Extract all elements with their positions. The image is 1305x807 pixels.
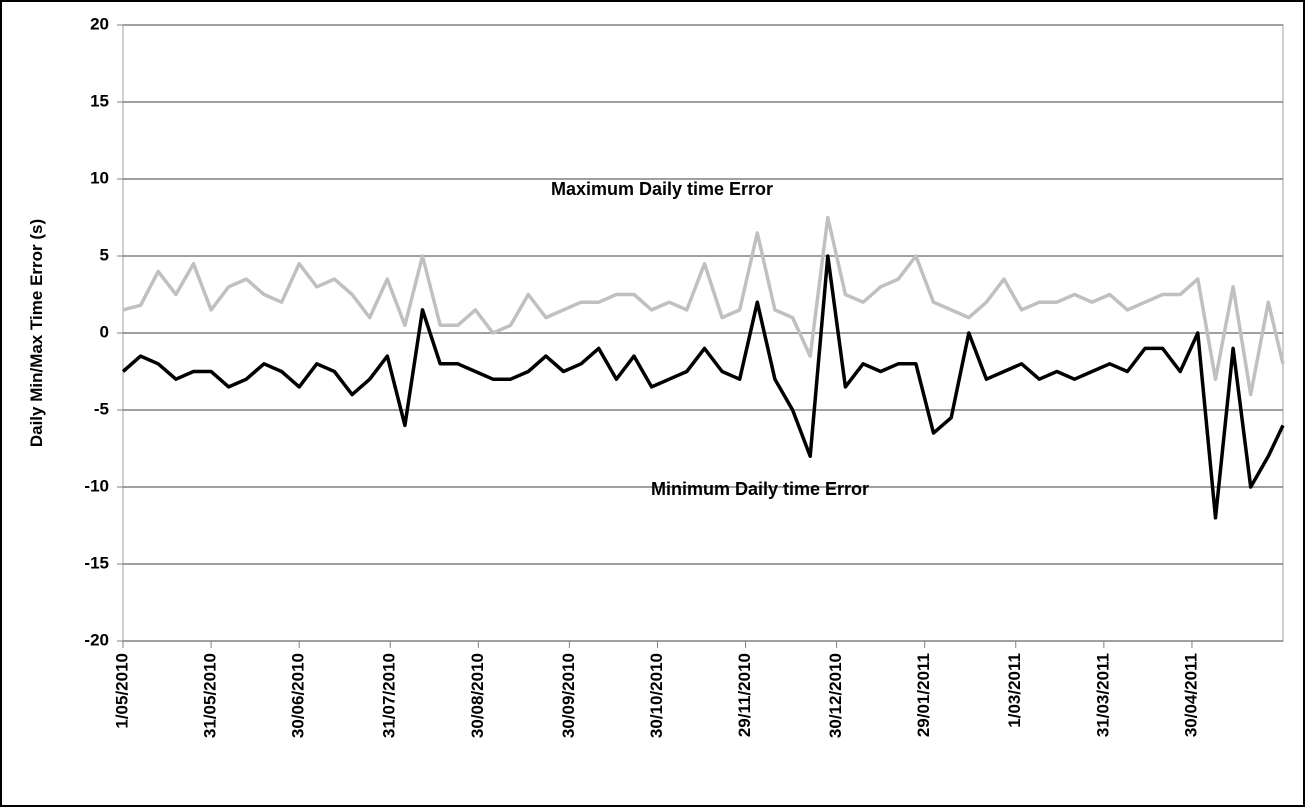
x-tick-label: 30/06/2010	[289, 653, 308, 738]
x-tick-label: 30/08/2010	[468, 653, 487, 738]
x-tick-label: 29/11/2010	[735, 653, 754, 737]
series-line	[121, 254, 1285, 520]
series-line	[122, 215, 1285, 397]
y-tick-label: 0	[100, 322, 109, 341]
y-tick-label: -20	[84, 630, 109, 649]
y-tick-label: 10	[90, 168, 109, 187]
y-tick-label: 20	[90, 14, 109, 33]
x-tick-label: 30/09/2010	[559, 653, 578, 738]
x-tick-label: 30/04/2011	[1181, 653, 1200, 737]
x-tick-label: 31/03/2011	[1093, 653, 1112, 737]
x-tick-label: 31/07/2010	[380, 653, 399, 738]
x-tick-label: 1/03/2011	[1005, 653, 1024, 728]
x-tick-label: 31/05/2010	[201, 653, 220, 738]
x-tick-label: 1/05/2010	[112, 653, 131, 729]
y-tick-label: -10	[84, 476, 109, 495]
y-tick-label: -5	[94, 399, 109, 418]
annotation: Minimum Daily time Error	[651, 479, 869, 499]
y-axis-label: Daily Min/Max Time Error (s)	[27, 219, 46, 447]
x-tick-label: 30/12/2010	[826, 653, 845, 738]
y-tick-label: -15	[84, 553, 109, 572]
x-tick-label: 29/01/2011	[914, 653, 933, 737]
y-tick-label: 15	[90, 91, 109, 110]
x-tick-label: 30/10/2010	[647, 653, 666, 738]
annotation: Maximum Daily time Error	[551, 179, 773, 199]
y-tick-label: 5	[100, 245, 109, 264]
